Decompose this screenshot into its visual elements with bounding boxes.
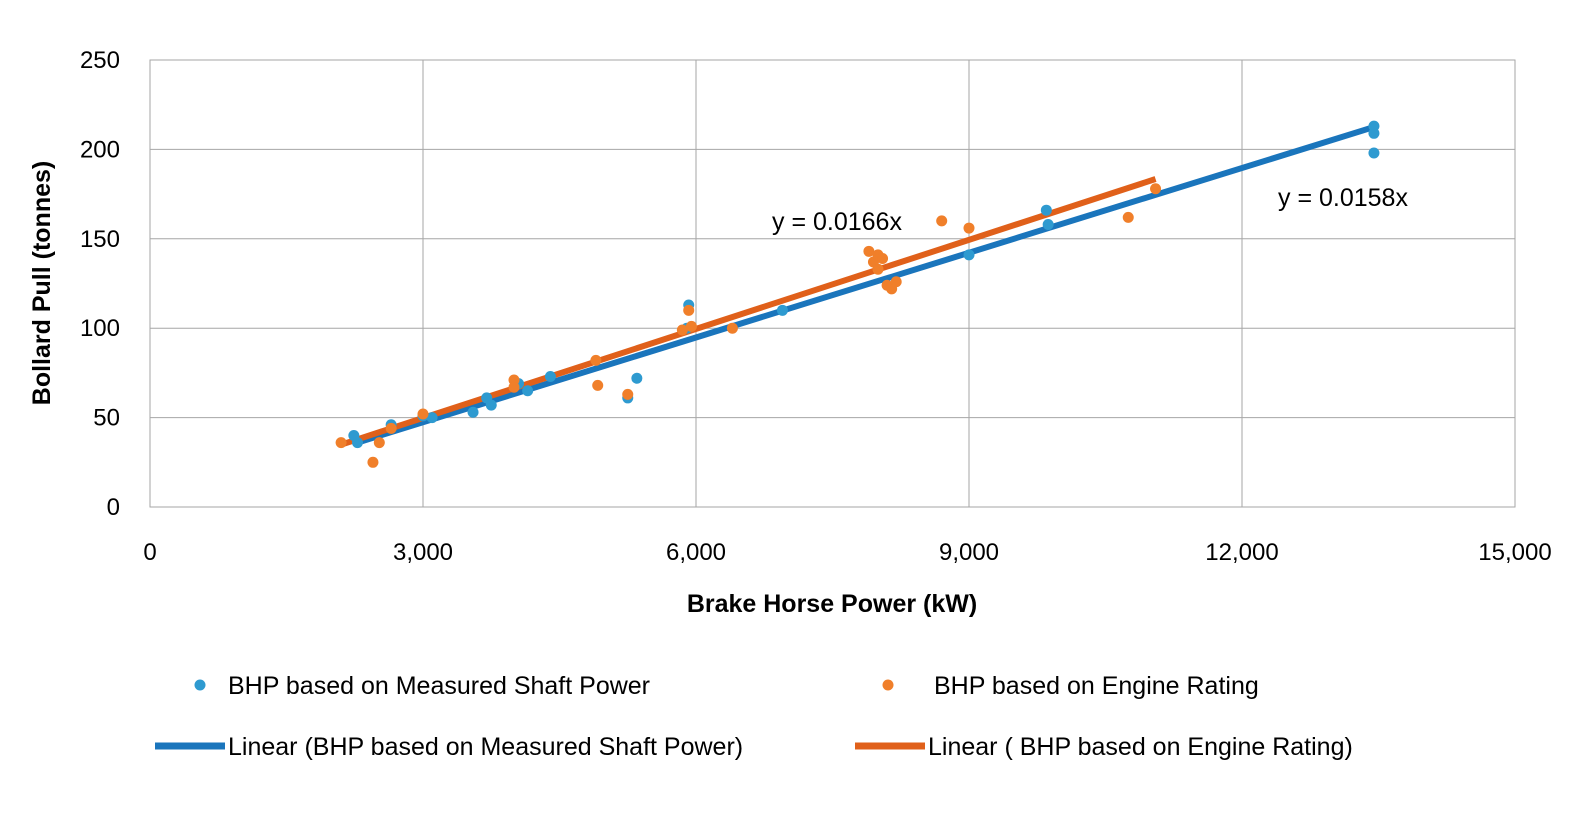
data-point-measured xyxy=(1368,147,1380,159)
data-point-measured xyxy=(963,249,975,261)
x-tick-label: 0 xyxy=(143,539,156,566)
y-tick-label: 100 xyxy=(80,315,120,342)
data-point-engine xyxy=(877,252,889,264)
legend-label-linear-measured: Linear (BHP based on Measured Shaft Powe… xyxy=(228,733,743,761)
data-point-engine xyxy=(592,379,604,391)
legend: BHP based on Measured Shaft Power BHP ba… xyxy=(155,672,1353,761)
data-point-engine xyxy=(963,222,975,234)
y-tick-label: 0 xyxy=(107,494,120,521)
legend-label-engine: BHP based on Engine Rating xyxy=(934,672,1259,700)
data-point-engine xyxy=(417,408,429,420)
data-point-measured xyxy=(1368,127,1380,139)
data-point-engine xyxy=(1122,211,1134,223)
data-point-engine xyxy=(367,456,379,468)
data-point-engine xyxy=(373,437,385,449)
legend-marker-measured xyxy=(194,679,206,691)
data-point-engine xyxy=(676,324,688,336)
data-point-engine xyxy=(872,263,884,275)
data-point-engine xyxy=(1150,183,1162,195)
data-point-measured xyxy=(351,437,363,449)
legend-label-measured: BHP based on Measured Shaft Power xyxy=(228,672,650,700)
data-point-engine xyxy=(890,276,902,288)
data-point-measured xyxy=(485,399,497,411)
data-point-measured xyxy=(522,385,534,397)
y-tick-label: 200 xyxy=(80,136,120,163)
data-point-measured xyxy=(1040,204,1052,216)
x-tick-label: 3,000 xyxy=(393,539,453,566)
x-tick-label: 6,000 xyxy=(666,539,726,566)
y-tick-label: 50 xyxy=(93,405,120,432)
data-points xyxy=(335,120,1380,468)
data-point-engine xyxy=(685,320,697,332)
data-point-measured xyxy=(467,406,479,418)
data-point-engine xyxy=(683,304,695,316)
data-point-measured xyxy=(776,304,788,316)
data-point-measured xyxy=(426,412,438,424)
data-point-engine xyxy=(936,215,948,227)
data-point-measured xyxy=(1042,218,1054,230)
data-point-engine xyxy=(335,437,347,449)
gridlines xyxy=(149,59,1516,508)
legend-marker-engine xyxy=(882,679,894,691)
data-point-engine xyxy=(622,388,634,400)
data-point-engine xyxy=(590,354,602,366)
legend-label-linear-engine: Linear ( BHP based on Engine Rating) xyxy=(928,733,1353,761)
tick-labels: 0 3,000 6,000 9,000 12,000 15,000 0 50 100 150 200… xyxy=(80,47,1552,566)
data-point-engine xyxy=(508,381,520,393)
x-tick-label: 9,000 xyxy=(939,539,999,566)
plot-area-border xyxy=(149,59,1516,508)
trendline-equation-engine: y = 0.0166x xyxy=(772,208,902,236)
data-point-engine xyxy=(726,322,738,334)
y-axis-title: Bollard Pull (tonnes) xyxy=(28,161,56,405)
y-tick-label: 150 xyxy=(80,226,120,253)
data-point-measured xyxy=(544,370,556,382)
data-point-engine xyxy=(863,245,875,257)
x-tick-label: 12,000 xyxy=(1205,539,1278,566)
trendline-equation-measured: y = 0.0158x xyxy=(1278,184,1408,212)
x-tick-label: 15,000 xyxy=(1478,539,1551,566)
data-point-engine xyxy=(385,422,397,434)
data-point-measured xyxy=(631,372,643,384)
y-tick-label: 250 xyxy=(80,47,120,74)
trendline-engine xyxy=(340,176,1157,448)
x-axis-title: Brake Horse Power (kW) xyxy=(687,590,977,618)
